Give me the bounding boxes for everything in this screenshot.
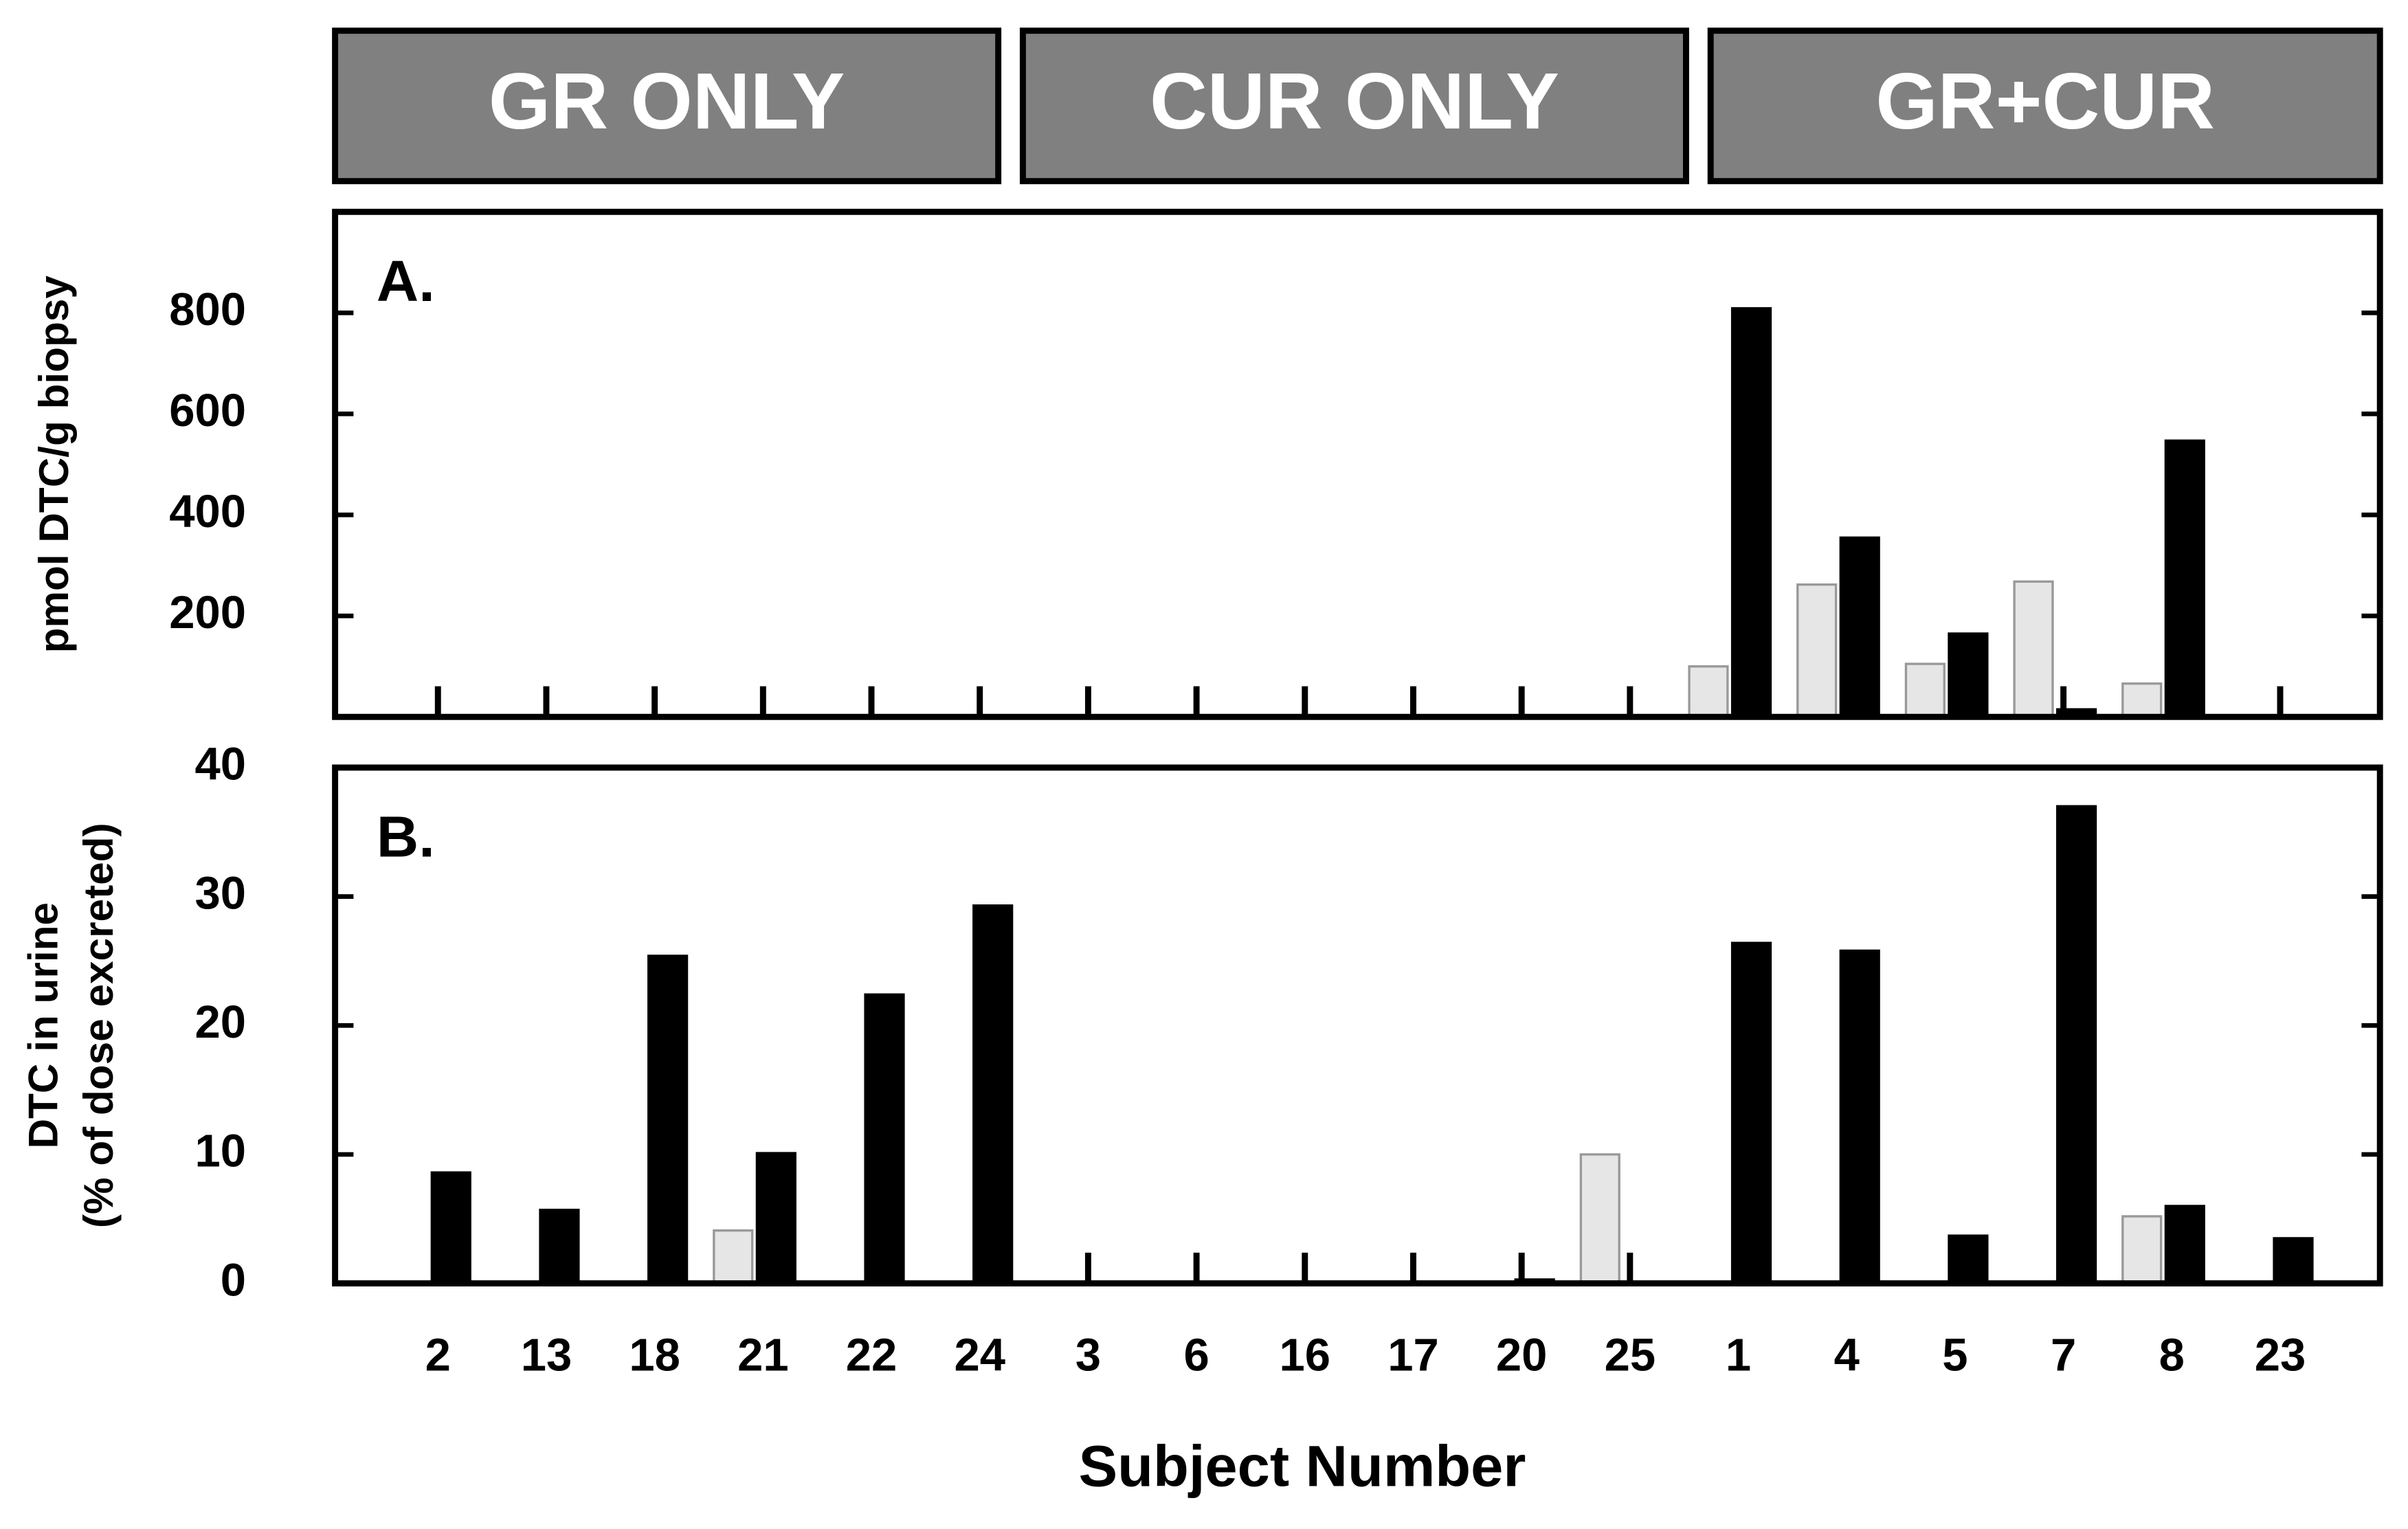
bar bbox=[1730, 941, 1772, 1285]
bar bbox=[2273, 1237, 2314, 1285]
bar bbox=[1839, 949, 1880, 1285]
group-label: GR ONLY bbox=[489, 56, 845, 146]
bar bbox=[1948, 632, 1989, 718]
bar bbox=[1688, 665, 1729, 718]
x-tick-label: 2 bbox=[425, 1330, 451, 1381]
y-tick-label: 20 bbox=[194, 996, 246, 1048]
bar bbox=[1579, 1153, 1620, 1285]
bar bbox=[1796, 583, 1838, 718]
y-axis-label: pmol DTC/g biopsy bbox=[30, 276, 77, 654]
x-tick-label: 4 bbox=[1834, 1330, 1860, 1381]
y-tick-label: 200 bbox=[169, 587, 246, 638]
bar bbox=[2164, 1205, 2205, 1285]
x-tick-label: 22 bbox=[846, 1330, 898, 1381]
bar bbox=[2121, 682, 2163, 718]
x-tick-label: 16 bbox=[1280, 1330, 1331, 1381]
bar bbox=[713, 1229, 754, 1285]
bar bbox=[1839, 536, 1880, 718]
bar bbox=[2055, 805, 2097, 1285]
y-tick-label: 400 bbox=[169, 486, 246, 537]
x-tick-label: 3 bbox=[1075, 1330, 1101, 1381]
bar bbox=[539, 1208, 580, 1285]
x-tick-label: 1 bbox=[1726, 1330, 1751, 1381]
x-tick-label: 17 bbox=[1387, 1330, 1439, 1381]
x-tick-label: 13 bbox=[521, 1330, 572, 1381]
x-tick-label: 6 bbox=[1183, 1330, 1209, 1381]
bar bbox=[864, 993, 905, 1285]
x-tick-label: 20 bbox=[1496, 1330, 1548, 1381]
bar bbox=[1904, 662, 1946, 718]
bar bbox=[647, 955, 689, 1285]
x-tick-label: 7 bbox=[2051, 1330, 2076, 1381]
x-tick-label: 5 bbox=[1942, 1330, 1967, 1381]
group-label: CUR ONLY bbox=[1150, 56, 1559, 146]
x-tick-label: 23 bbox=[2255, 1330, 2306, 1381]
y-axis-label: (% of dose excreted) bbox=[75, 823, 122, 1228]
y-tick-label: 10 bbox=[194, 1126, 246, 1177]
plot-frame bbox=[332, 764, 2383, 1287]
plot-frame bbox=[332, 208, 2383, 720]
x-axis-label: Subject Number bbox=[1079, 1433, 1526, 1499]
x-tick-label: 25 bbox=[1605, 1330, 1656, 1381]
bar bbox=[2164, 439, 2205, 718]
bar bbox=[430, 1171, 471, 1285]
bar bbox=[1948, 1234, 1989, 1285]
bar bbox=[2013, 580, 2054, 718]
x-tick-label: 18 bbox=[629, 1330, 680, 1381]
group-label: GR+CUR bbox=[1875, 56, 2215, 146]
x-tick-label: 21 bbox=[737, 1330, 789, 1381]
group-box bbox=[1019, 27, 1689, 185]
y-tick-label: 30 bbox=[194, 867, 246, 919]
y-tick-label: 0 bbox=[221, 1254, 246, 1306]
panel-label: B. bbox=[377, 804, 435, 869]
group-box bbox=[1707, 27, 2383, 185]
y-tick-label: 40 bbox=[194, 739, 246, 790]
x-tick-label: 24 bbox=[954, 1330, 1005, 1381]
y-tick-label: 800 bbox=[169, 284, 246, 335]
y-tick-label: 600 bbox=[169, 385, 246, 436]
panel-label: A. bbox=[377, 248, 435, 313]
bar bbox=[972, 904, 1014, 1285]
bar bbox=[755, 1152, 796, 1285]
y-axis-label: DTC in urine bbox=[20, 902, 67, 1148]
bar bbox=[2121, 1215, 2163, 1285]
x-tick-label: 8 bbox=[2159, 1330, 2185, 1381]
bar bbox=[1730, 306, 1772, 718]
group-box bbox=[332, 27, 1002, 185]
